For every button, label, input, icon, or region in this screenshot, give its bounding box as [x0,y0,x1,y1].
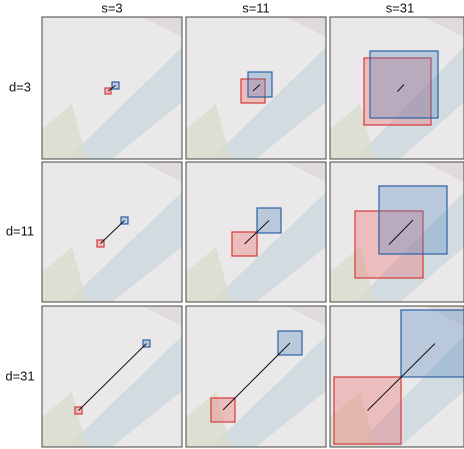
page: s=3 s=11 s=31 d=3 d=11 d=31 (() => { con… [0,0,464,449]
panel [330,162,464,302]
panel [42,306,182,447]
panel [186,17,326,159]
panel [186,306,326,447]
panel [330,306,464,447]
column-label: s=31 [386,0,415,15]
row-label: d=11 [6,223,34,238]
panels [42,17,464,447]
figure: s=3 s=11 s=31 d=3 d=11 d=31 [0,0,464,449]
row-label: d=3 [9,79,31,94]
column-label: s=11 [242,0,270,15]
panel [42,162,182,302]
column-label: s=3 [101,0,122,15]
panel [186,162,326,302]
panel [330,17,464,159]
blue-box [401,310,464,377]
row-label: d=31 [5,368,34,383]
panel [42,17,182,159]
